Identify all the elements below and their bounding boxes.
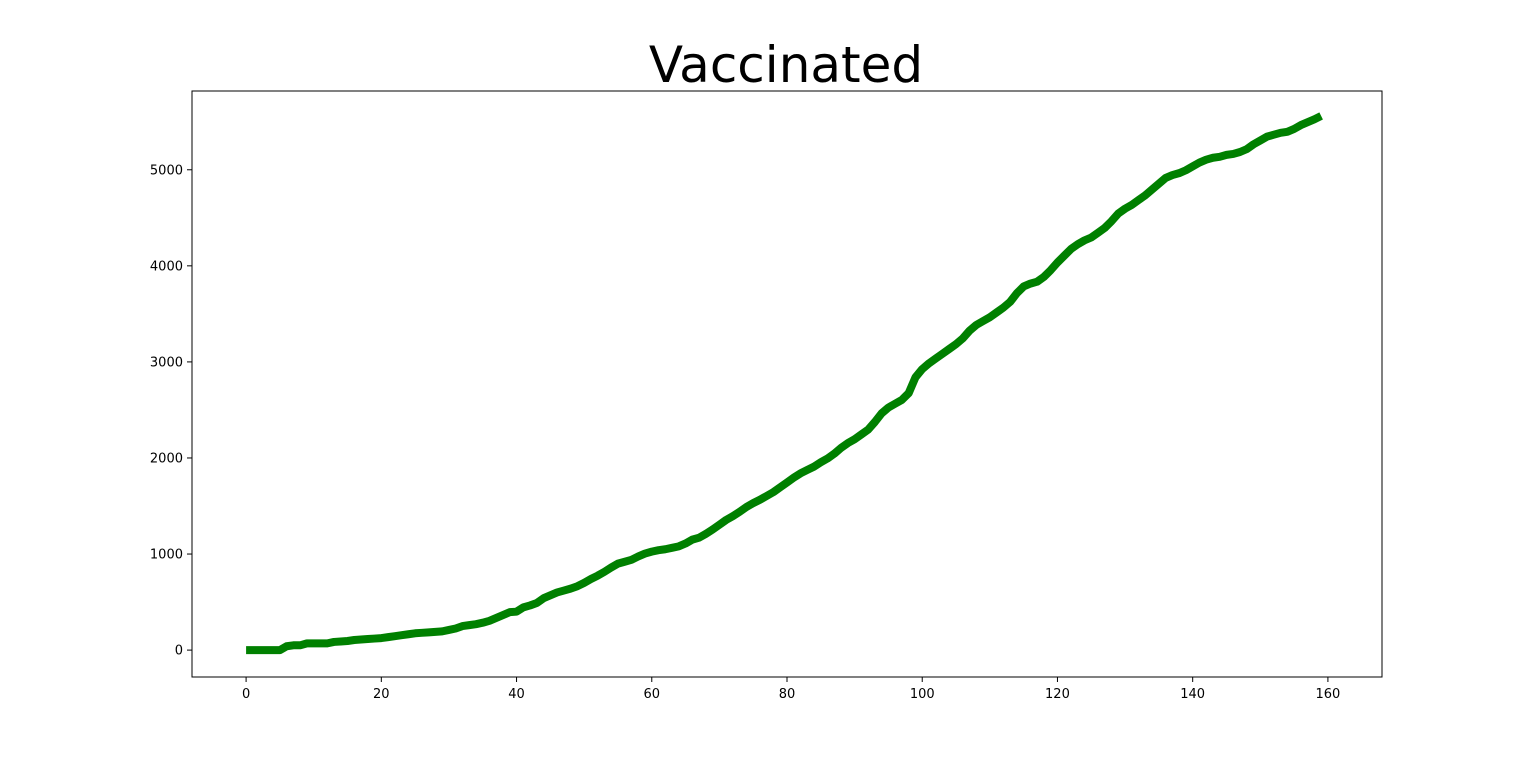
- y-tick-label: 2000: [150, 451, 183, 466]
- plot-frame: [191, 90, 1383, 678]
- y-tick-label: 5000: [150, 163, 183, 178]
- x-tick-label: 0: [242, 687, 250, 702]
- y-tick-label: 1000: [150, 548, 183, 563]
- x-tick-label: 80: [779, 687, 796, 702]
- x-axis: 0 20 40 60 80 100 120 140 160: [242, 677, 1340, 702]
- y-axis: 0 1000 2000 3000 4000 5000: [150, 163, 192, 659]
- y-tick-label: 0: [175, 644, 183, 659]
- x-tick-label: 60: [643, 687, 660, 702]
- y-tick-label: 3000: [150, 355, 183, 370]
- y-tick-label: 4000: [150, 259, 183, 274]
- line-layer: [246, 112, 1323, 655]
- x-tick-label: 100: [910, 687, 935, 702]
- x-tick-label: 120: [1045, 687, 1070, 702]
- x-tick-label: 40: [508, 687, 525, 702]
- x-tick-label: 160: [1315, 687, 1340, 702]
- series-line-0: [246, 112, 1323, 655]
- x-tick-label: 140: [1180, 687, 1205, 702]
- chart-title: Vaccinated: [649, 36, 923, 94]
- x-tick-label: 20: [373, 687, 390, 702]
